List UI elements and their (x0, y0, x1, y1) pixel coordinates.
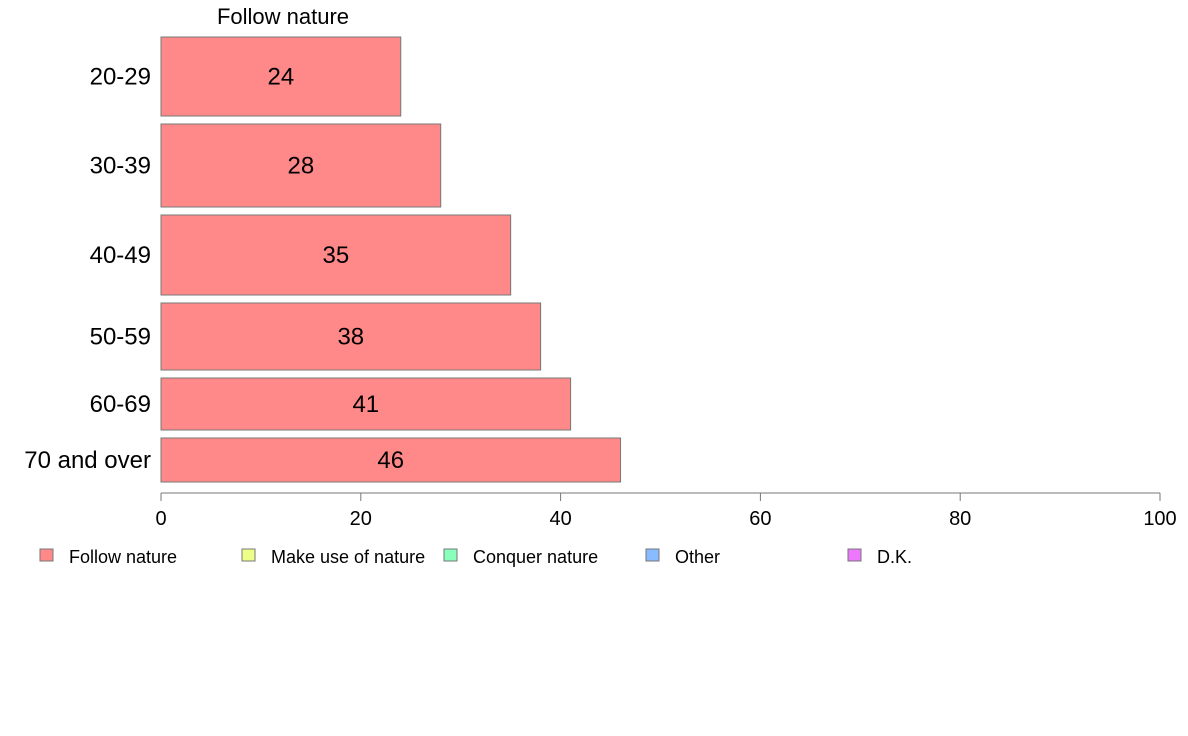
x-tick-label: 20 (350, 508, 372, 530)
legend-swatch (645, 548, 660, 562)
legend-swatch (241, 548, 256, 562)
category-label: 60-69 (90, 391, 151, 418)
legend-label: Follow nature (69, 547, 177, 567)
bar (160, 36, 402, 117)
x-axis: 0 20 40 60 80 100 (155, 492, 1177, 530)
legend-swatch (39, 548, 54, 562)
bar (160, 377, 572, 431)
bar (160, 214, 512, 296)
x-tick-label: 0 (155, 508, 166, 530)
category-label: 50-59 (90, 324, 151, 351)
bar-value-label: 28 (288, 153, 315, 180)
bar-value-label: 24 (268, 64, 295, 91)
category-label: 30-39 (90, 153, 151, 180)
category-label: 40-49 (90, 242, 151, 269)
bar-value-label: 41 (352, 391, 379, 418)
legend-label: Make use of nature (271, 547, 425, 567)
x-tick-label: 40 (549, 508, 571, 530)
x-tick-label: 60 (749, 508, 771, 530)
bar-value-label: 38 (337, 324, 364, 351)
category-label: 20-29 (90, 64, 151, 91)
bar-value-label: 35 (322, 242, 349, 269)
x-tick-label: 80 (949, 508, 971, 530)
series-title: Follow nature (217, 4, 349, 29)
bar (160, 123, 442, 208)
bars: 24 28 35 38 41 46 (160, 36, 622, 483)
category-label: 70 and over (24, 447, 151, 474)
bar-value-label: 46 (377, 447, 404, 474)
bar (160, 437, 622, 483)
legend-swatch (443, 548, 458, 562)
bar (160, 302, 542, 371)
legend: Follow nature Make use of nature Conquer n… (39, 547, 912, 567)
legend-label: Conquer nature (473, 547, 598, 567)
x-tick-label: 100 (1143, 508, 1176, 530)
legend-swatch (847, 548, 862, 562)
category-labels: 20-29 30-39 40-49 50-59 60-69 70 and over (24, 64, 151, 475)
legend-label: D.K. (877, 547, 912, 567)
legend-label: Other (675, 547, 720, 567)
